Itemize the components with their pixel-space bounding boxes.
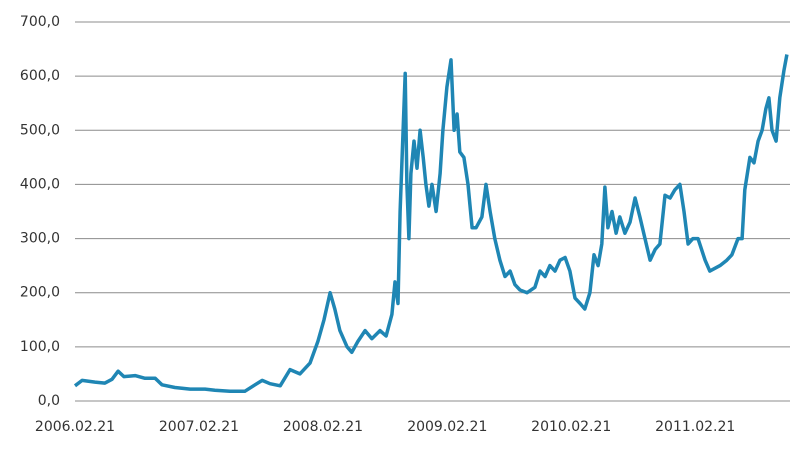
y-tick-label: 0,0 <box>38 393 60 409</box>
x-tick-label: 2006.02.21 <box>35 419 115 435</box>
line-series <box>73 54 789 394</box>
y-tick-label: 200,0 <box>20 285 60 301</box>
y-tick-label: 700,0 <box>20 14 60 30</box>
x-tick-label: 2009.02.21 <box>407 419 487 435</box>
x-tick-label: 2011.02.21 <box>655 419 735 435</box>
x-tick-label: 2007.02.21 <box>159 419 239 435</box>
y-tick-label: 300,0 <box>20 231 60 247</box>
x-tick-label: 2010.02.21 <box>531 419 611 435</box>
y-tick-label: 400,0 <box>20 176 60 192</box>
y-tick-label: 100,0 <box>20 339 60 355</box>
y-tick-label: 600,0 <box>20 68 60 84</box>
y-tick-label: 500,0 <box>20 122 60 138</box>
x-tick-label: 2008.02.21 <box>283 419 363 435</box>
